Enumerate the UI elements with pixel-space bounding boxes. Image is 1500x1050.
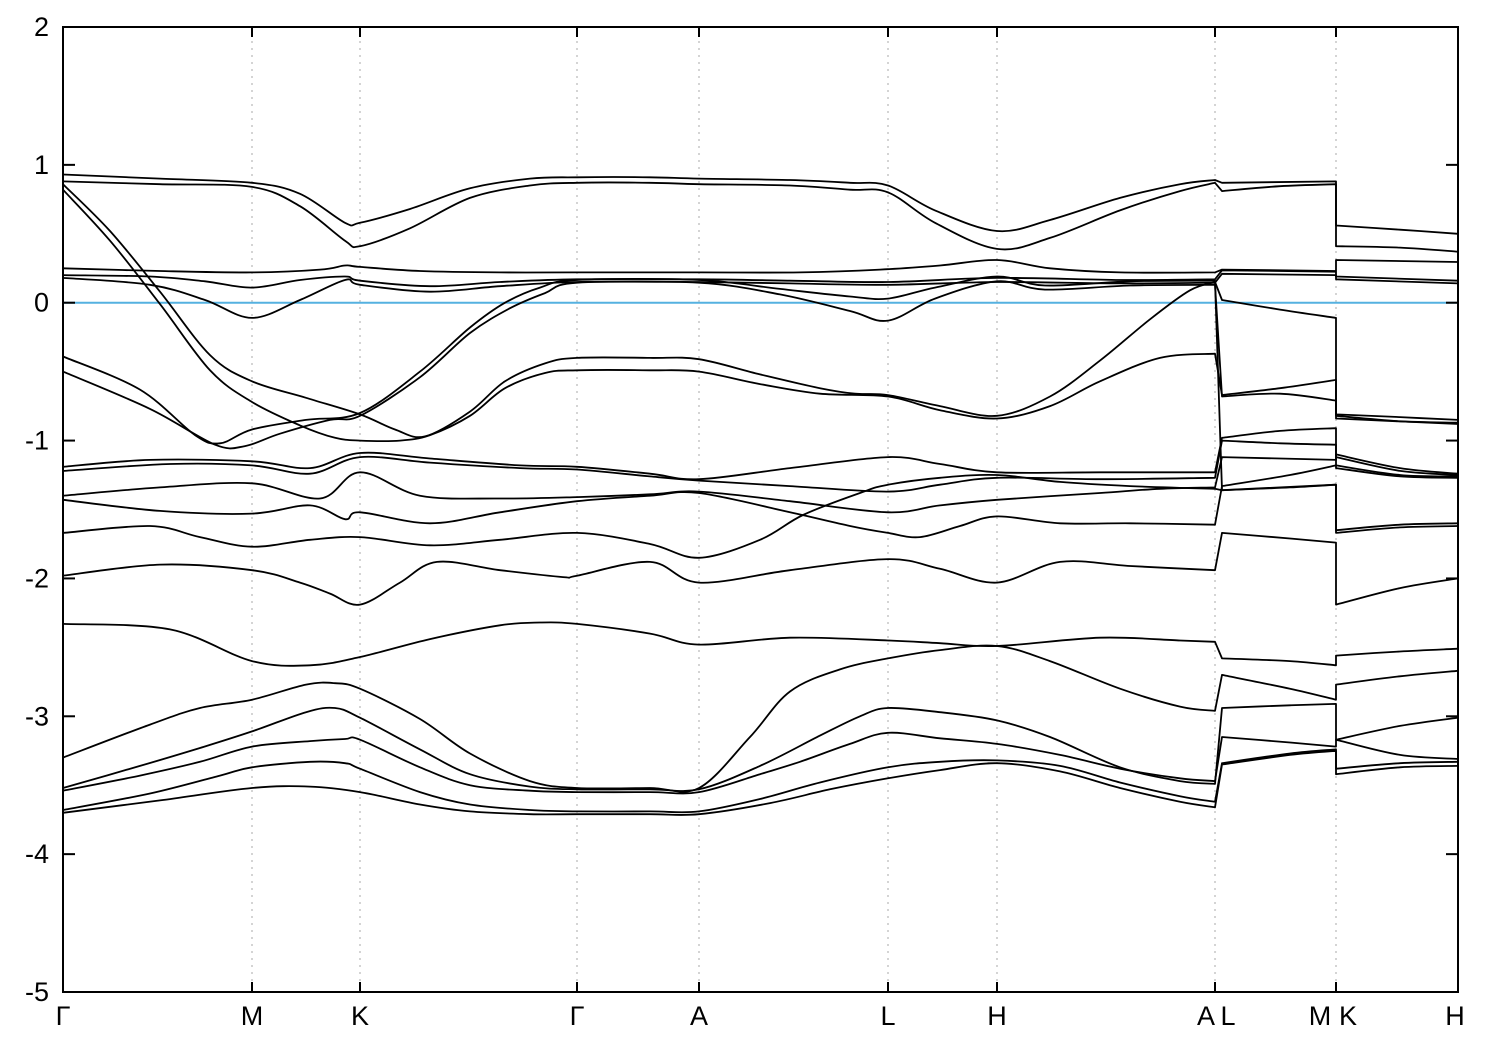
y-tick-label: -4 [25, 839, 49, 869]
band-10 [62, 427, 1459, 481]
band-18 [62, 703, 1459, 792]
band-4 [62, 189, 1459, 443]
band-15 [62, 532, 1459, 606]
band-9 [62, 280, 1459, 450]
y-tick-label: -3 [25, 701, 49, 731]
y-tick-label: -1 [25, 426, 49, 456]
k-point-label: H [1445, 1001, 1465, 1031]
plot-border [62, 26, 1459, 993]
band-5 [62, 259, 1459, 274]
band-11 [62, 439, 1459, 493]
band-3 [62, 183, 1459, 439]
k-point-label: H [987, 1001, 1007, 1031]
k-point-label: K [1339, 1001, 1357, 1031]
band-8 [62, 275, 1459, 534]
y-tick-label: 2 [34, 12, 49, 42]
y-tick-label: -5 [25, 977, 49, 1007]
band-17 [62, 644, 1459, 793]
band-1 [62, 173, 1459, 235]
k-point-label: M [1309, 1001, 1332, 1031]
k-point-label: K [351, 1001, 369, 1031]
band-6 [62, 269, 1459, 289]
y-tick-label: 0 [34, 288, 49, 318]
k-point-label: M [241, 1001, 264, 1031]
k-point-label: L [1220, 1001, 1235, 1031]
band-21 [62, 749, 1459, 816]
band-20 [62, 748, 1459, 814]
k-point-label: A [690, 1001, 708, 1031]
y-tick-label: -2 [25, 563, 49, 593]
band-12 [62, 453, 1459, 514]
k-point-label: L [880, 1001, 895, 1031]
band-2 [62, 180, 1459, 253]
band-14 [62, 473, 1459, 559]
k-point-label: Γ [56, 1001, 71, 1031]
k-point-label: Γ [570, 1001, 585, 1031]
band-13 [62, 464, 1459, 539]
k-point-label: A [1197, 1001, 1215, 1031]
band-19 [62, 731, 1459, 795]
y-tick-label: 1 [34, 150, 49, 180]
band-16 [62, 621, 1459, 667]
